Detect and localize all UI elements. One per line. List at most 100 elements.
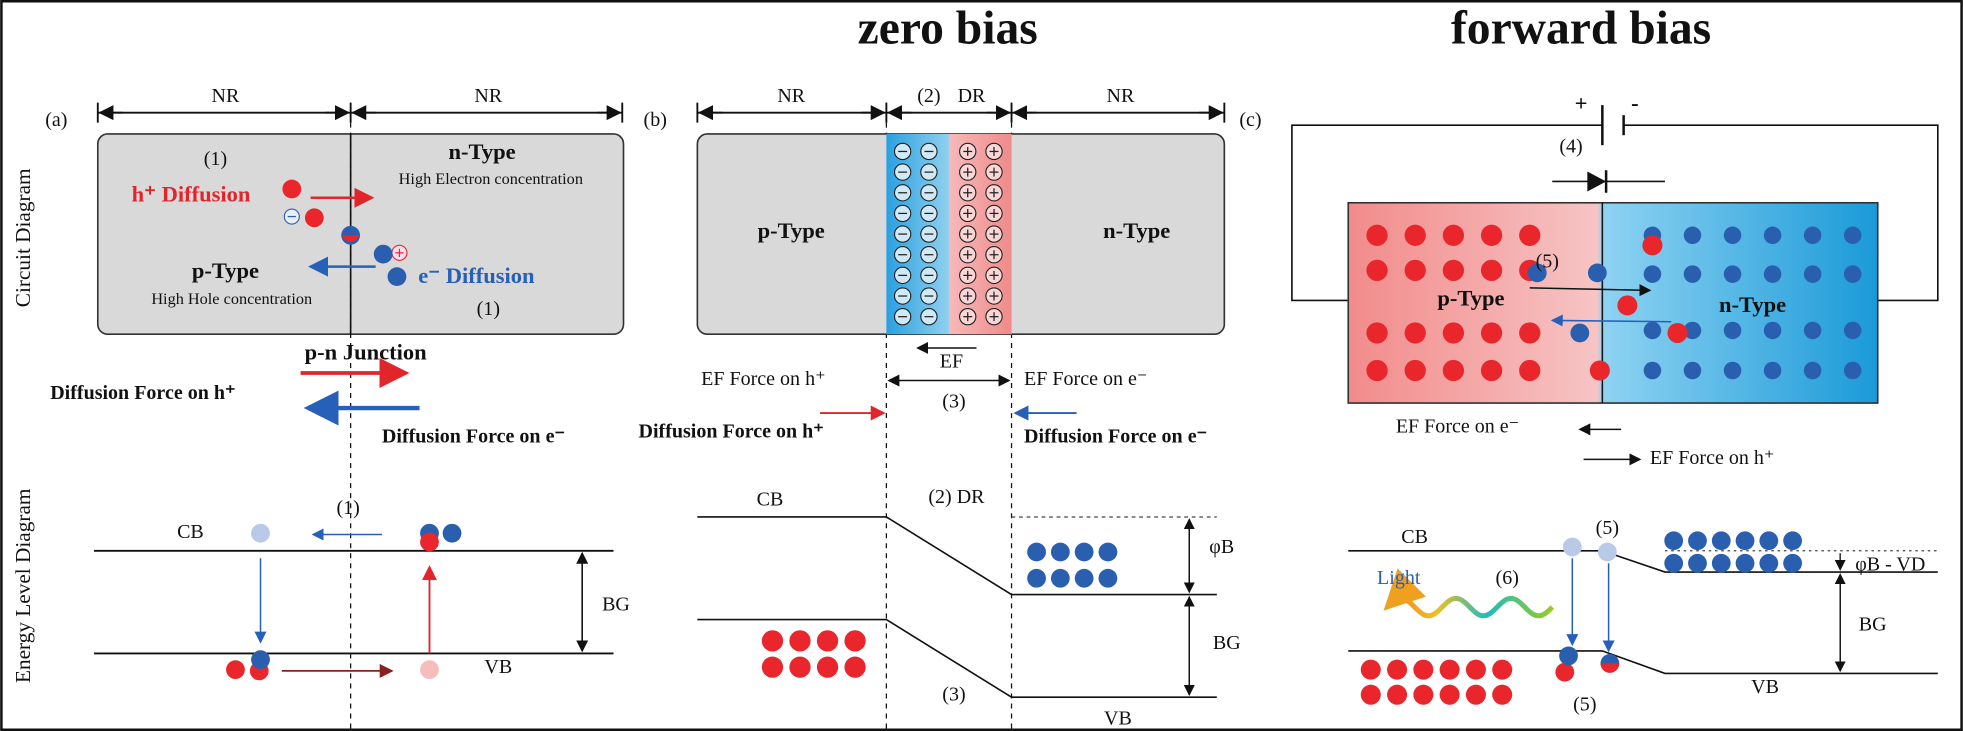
- carrier: [1075, 543, 1094, 562]
- carrier: [1027, 569, 1046, 588]
- step-label: (5): [1573, 694, 1596, 716]
- carrier: [762, 657, 783, 678]
- band-label: CB: [757, 488, 784, 510]
- carrier: [1804, 322, 1822, 340]
- carrier: [1466, 660, 1486, 680]
- carrier: [1684, 362, 1702, 380]
- field-label: EF: [940, 351, 963, 373]
- step-label: (4): [1559, 135, 1582, 157]
- force-label: EF Force on h⁺: [1650, 447, 1775, 469]
- carrier: [226, 660, 245, 679]
- carrier: [1481, 225, 1502, 246]
- carrier: [1443, 260, 1464, 281]
- carrier: [388, 267, 407, 286]
- carrier: [1405, 360, 1426, 381]
- row-label: Energy Level Diagram: [11, 488, 35, 683]
- carrier: [1764, 265, 1782, 283]
- carrier: [1481, 260, 1502, 281]
- figure: zero bias forward bias Circuit Diagram E…: [0, 0, 1963, 731]
- carrier: [1724, 227, 1742, 245]
- step-label: (3): [942, 684, 965, 706]
- carrier: [1598, 543, 1617, 562]
- step-label: (1): [204, 148, 227, 170]
- panel-label: (c): [1239, 109, 1261, 131]
- carrier: [1555, 663, 1574, 682]
- carrier: [1724, 322, 1742, 340]
- carrier: [1051, 569, 1070, 588]
- carrier: [1642, 235, 1662, 255]
- carrier: [1712, 531, 1731, 550]
- carrier: [1466, 685, 1486, 705]
- carrier: [1387, 685, 1407, 705]
- band-label: CB: [1401, 526, 1428, 548]
- band-label: VB: [1104, 707, 1132, 729]
- step-label: (2): [917, 85, 940, 107]
- type-label: p-Type: [1437, 286, 1504, 311]
- carrier: [844, 657, 865, 678]
- junction-label: p-n Junction: [305, 339, 427, 364]
- carrier: [1759, 554, 1778, 573]
- type-label: p-Type: [192, 258, 259, 283]
- carrier: [1387, 660, 1407, 680]
- region-label: NR: [777, 85, 805, 107]
- carrier: [1570, 324, 1589, 343]
- carrier: [1366, 225, 1387, 246]
- carrier: [374, 245, 393, 264]
- carrier: [251, 650, 270, 669]
- carrier: [1559, 647, 1578, 666]
- force-label: Diffusion Force on h⁺: [639, 421, 824, 443]
- annotation: e⁻ Diffusion: [418, 263, 535, 288]
- carrier: [1617, 295, 1637, 315]
- carrier: [1443, 225, 1464, 246]
- step-label: (3): [942, 391, 965, 413]
- carrier: [1405, 260, 1426, 281]
- force-label: Diffusion Force on h⁺: [50, 382, 235, 404]
- carrier: [1764, 322, 1782, 340]
- region-label: DR: [958, 85, 986, 107]
- carrier: [1443, 322, 1464, 343]
- force-label: EF Force on h⁺: [701, 368, 826, 390]
- type-label: p-Type: [758, 218, 825, 243]
- carrier: [1481, 322, 1502, 343]
- type-label: n-Type: [1719, 292, 1786, 317]
- carrier: [1027, 543, 1046, 562]
- carrier: [305, 208, 324, 227]
- light-wave: [1387, 598, 1552, 615]
- carrier: [1759, 531, 1778, 550]
- light-label: Light: [1377, 567, 1421, 589]
- carrier: [1366, 322, 1387, 343]
- shapes: [94, 103, 1938, 731]
- band-label: BG: [1213, 632, 1241, 654]
- carrier: [420, 533, 439, 552]
- carrier: [1563, 538, 1582, 557]
- carrier: [1684, 227, 1702, 245]
- row-label: Circuit Diagram: [11, 168, 35, 307]
- carrier: [443, 524, 462, 543]
- carrier: [1664, 531, 1683, 550]
- carrier: [1519, 225, 1540, 246]
- carrier: [1688, 554, 1707, 573]
- carrier: [1844, 362, 1862, 380]
- carrier: [1724, 265, 1742, 283]
- carrier: [1099, 543, 1118, 562]
- carrier: [1051, 543, 1070, 562]
- carrier: [1361, 660, 1381, 680]
- carrier: [251, 524, 270, 543]
- carrier: [1519, 322, 1540, 343]
- line: [1348, 651, 1938, 674]
- carrier: [1588, 263, 1607, 282]
- force-label: EF Force on e⁻: [1396, 416, 1519, 438]
- barrier-label: φB - VD: [1855, 553, 1925, 575]
- carrier: [1736, 554, 1755, 573]
- force-label: Diffusion Force on e⁻: [382, 426, 565, 448]
- carrier: [282, 180, 301, 199]
- carrier: [1366, 260, 1387, 281]
- carrier: [1764, 362, 1782, 380]
- battery-sign: -: [1631, 90, 1639, 115]
- step-label: (1): [336, 497, 359, 519]
- carrier: [1519, 360, 1540, 381]
- carrier: [1440, 660, 1460, 680]
- carrier: [1492, 685, 1512, 705]
- step-label: (1): [477, 298, 500, 320]
- carrier: [1667, 323, 1687, 343]
